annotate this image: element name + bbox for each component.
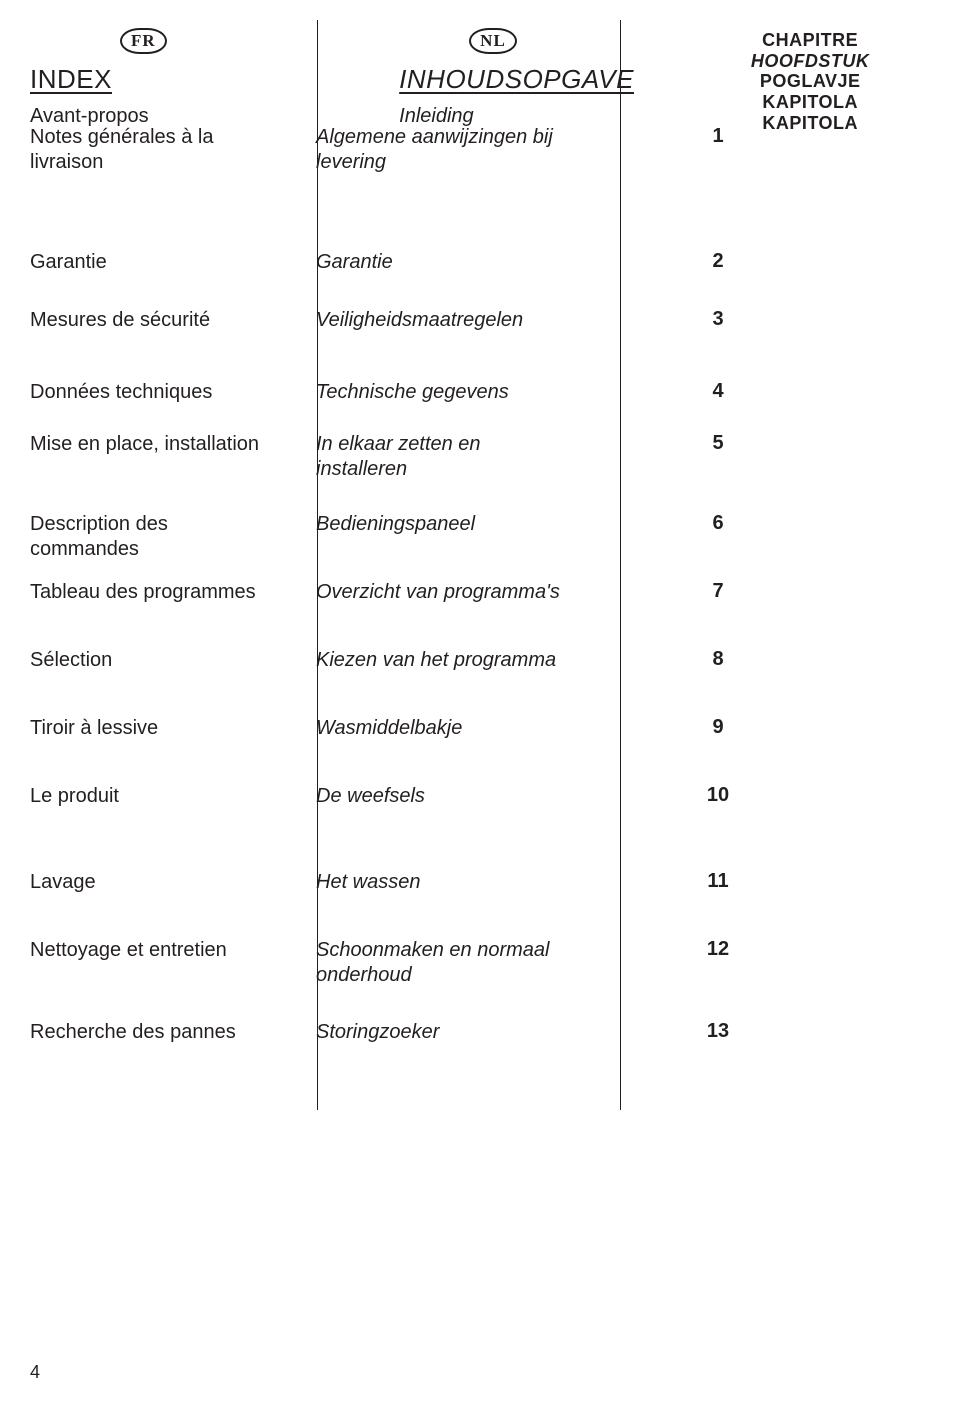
lang-badge-fr-text: FR <box>120 28 167 54</box>
column-chapter: CHAPITRE HOOFDSTUK POGLAVJE KAPITOLA KAP… <box>712 20 900 133</box>
index-row-fr: Tiroir à lessive <box>30 716 280 741</box>
index-row-nl: In elkaar zetten en installeren <box>316 432 576 482</box>
index-row-number: 7 <box>618 580 818 603</box>
index-row-nl: Kiezen van het programma <box>316 648 576 673</box>
index-row-number: 10 <box>618 784 818 807</box>
index-row-fr: Données techniques <box>30 380 280 405</box>
index-row-fr: Sélection <box>30 648 280 673</box>
index-row-fr: Description des commandes <box>30 512 280 562</box>
index-row-number: 4 <box>618 380 818 403</box>
chapter-line-1: CHAPITRE <box>740 30 880 51</box>
index-row-fr: Notes générales à la livraison <box>30 125 280 175</box>
index-row-number: 2 <box>618 250 818 273</box>
index-row-nl: Bedieningspaneel <box>316 512 576 537</box>
chapter-line-4: KAPITOLA <box>740 92 880 113</box>
chapter-heading: CHAPITRE HOOFDSTUK POGLAVJE KAPITOLA KAP… <box>740 30 880 133</box>
index-row-fr: Tableau des programmes <box>30 580 280 605</box>
fr-title: INDEX <box>30 64 351 95</box>
index-row-nl: De weefsels <box>316 784 576 809</box>
index-row-nl: Technische gegevens <box>316 380 576 405</box>
lang-badge-nl-text: NL <box>469 28 517 54</box>
index-row-fr: Recherche des pannes <box>30 1020 280 1045</box>
column-fr: FR INDEX Avant-propos <box>30 20 371 133</box>
index-row-nl: Wasmiddelbakje <box>316 716 576 741</box>
chapter-line-3: POGLAVJE <box>740 71 880 92</box>
index-row-number: 1 <box>618 125 818 148</box>
index-row-nl: Storingzoeker <box>316 1020 576 1045</box>
index-page: FR INDEX Avant-propos NL INHOUDSOPGAVE I… <box>30 20 900 133</box>
index-row-number: 11 <box>618 870 818 893</box>
page-number: 4 <box>30 1362 40 1383</box>
nl-title: INHOUDSOPGAVE <box>399 64 692 95</box>
lang-badge-nl: NL <box>399 28 692 54</box>
index-row-number: 12 <box>618 938 818 961</box>
index-row-nl: Het wassen <box>316 870 576 895</box>
index-row-fr: Mise en place, installation <box>30 432 280 457</box>
index-row-nl: Algemene aanwijzingen bij levering <box>316 125 576 175</box>
index-row-nl: Veiligheidsmaatregelen <box>316 308 576 333</box>
index-row-nl: Garantie <box>316 250 576 275</box>
index-row-number: 6 <box>618 512 818 535</box>
index-row-fr: Mesures de sécurité <box>30 308 280 333</box>
index-row-number: 5 <box>618 432 818 455</box>
chapter-line-2: HOOFDSTUK <box>740 51 880 72</box>
index-row-number: 13 <box>618 1020 818 1043</box>
index-row-number: 3 <box>618 308 818 331</box>
index-row-number: 8 <box>618 648 818 671</box>
lang-badge-fr: FR <box>30 28 351 54</box>
index-row-fr: Garantie <box>30 250 280 275</box>
index-row-fr: Lavage <box>30 870 280 895</box>
index-row-number: 9 <box>618 716 818 739</box>
index-row-fr: Nettoyage et entretien <box>30 938 280 963</box>
index-row-nl: Overzicht van programma's <box>316 580 576 605</box>
index-row-fr: Le produit <box>30 784 280 809</box>
index-row-nl: Schoonmaken en normaal onderhoud <box>316 938 576 988</box>
column-nl: NL INHOUDSOPGAVE Inleiding <box>371 20 712 133</box>
